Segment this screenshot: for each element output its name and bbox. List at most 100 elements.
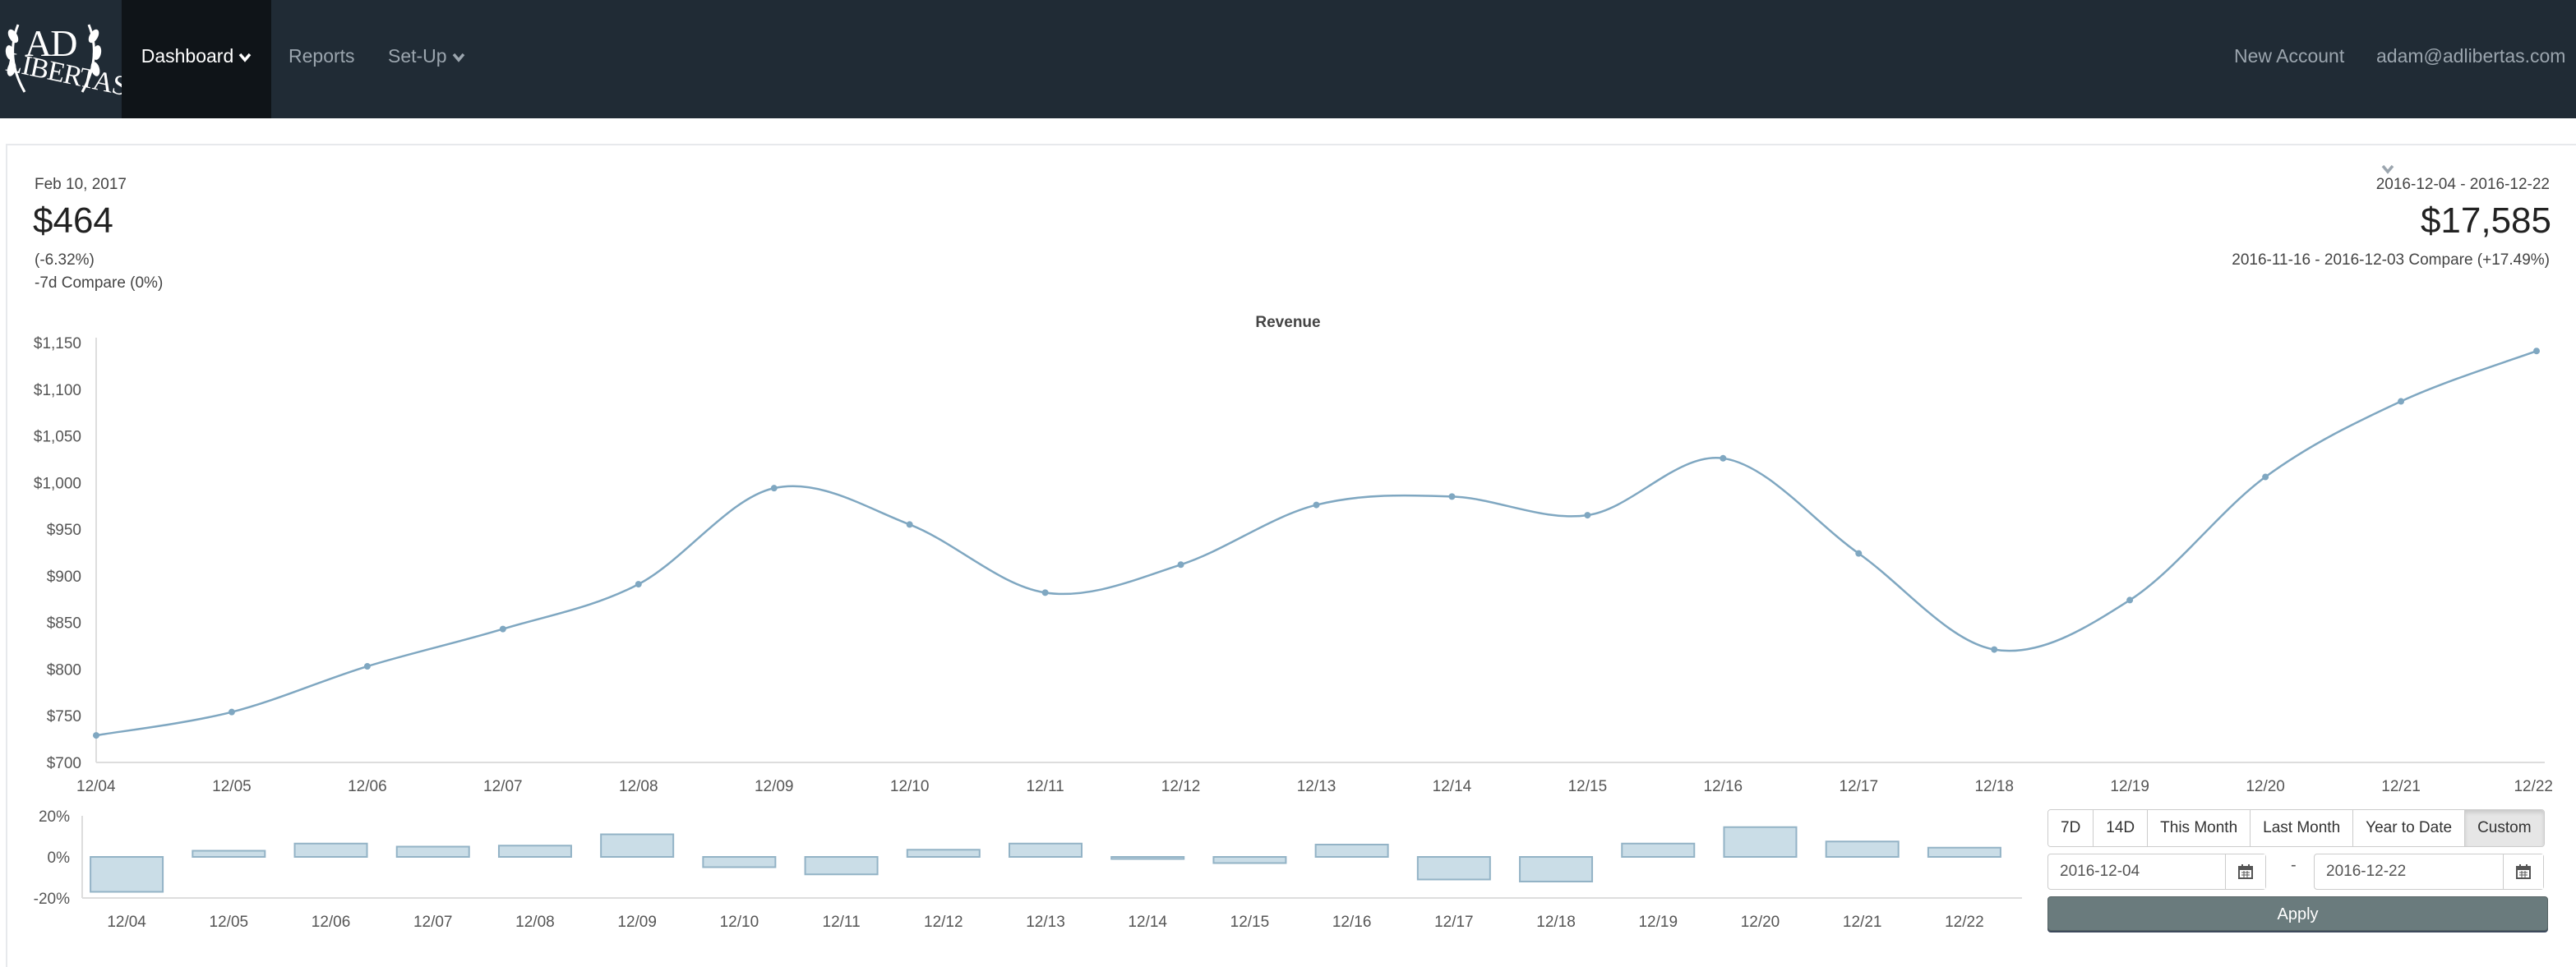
calendar-icon bbox=[2238, 864, 2253, 879]
nav-new-account-label: New Account bbox=[2234, 45, 2345, 67]
y-tick-label: $700 bbox=[47, 755, 81, 772]
nav-new-account[interactable]: New Account bbox=[2234, 0, 2344, 118]
change-bar bbox=[702, 856, 777, 868]
change-bar bbox=[90, 856, 164, 893]
bar-y-tick-label: 0% bbox=[48, 850, 71, 867]
data-point bbox=[1448, 493, 1456, 500]
data-point bbox=[635, 581, 642, 588]
x-tick-label: 12/10 bbox=[890, 778, 930, 795]
change-bar bbox=[1927, 846, 2001, 858]
data-point bbox=[1720, 454, 1727, 462]
y-tick-label: $750 bbox=[47, 708, 81, 725]
data-point bbox=[363, 663, 371, 670]
bar-x-tick-label: 12/08 bbox=[515, 914, 555, 931]
nav-setup[interactable]: Set-Up bbox=[388, 0, 465, 118]
bar-x-tick-label: 12/04 bbox=[107, 914, 146, 931]
change-bar bbox=[192, 850, 266, 858]
bar-y-tick-label: 20% bbox=[39, 808, 70, 826]
x-tick-label: 12/19 bbox=[2110, 778, 2149, 795]
x-tick-label: 12/04 bbox=[76, 778, 116, 795]
x-tick-label: 12/07 bbox=[483, 778, 523, 795]
y-tick-label: $950 bbox=[47, 522, 81, 539]
bar-x-tick-label: 12/16 bbox=[1332, 914, 1372, 931]
nav-user-label: adam@adlibertas.com bbox=[2376, 45, 2566, 67]
chevron-down-icon bbox=[452, 53, 464, 62]
y-tick-label: $1,100 bbox=[34, 382, 81, 399]
chart-title: Revenue bbox=[1255, 314, 1321, 331]
bar-x-tick-label: 12/20 bbox=[1741, 914, 1780, 931]
bar-x-tick-label: 12/07 bbox=[413, 914, 453, 931]
change-bar bbox=[1314, 844, 1389, 858]
bar-x-tick-label: 12/05 bbox=[210, 914, 249, 931]
range-14d-button[interactable]: 14D bbox=[2094, 810, 2149, 846]
brand-logo[interactable]: AD LIBERTAS bbox=[0, 0, 130, 118]
range-last-month-button[interactable]: Last Month bbox=[2251, 810, 2354, 846]
nav-dashboard-label: Dashboard bbox=[141, 45, 234, 67]
y-tick-label: $1,000 bbox=[34, 475, 81, 492]
bar-x-tick-label: 12/06 bbox=[312, 914, 351, 931]
bar-x-tick-label: 12/13 bbox=[1026, 914, 1065, 931]
change-bar bbox=[600, 833, 675, 858]
x-tick-label: 12/11 bbox=[1027, 778, 1064, 795]
nav-user-menu[interactable]: adam@adlibertas.com bbox=[2376, 0, 2576, 174]
change-bar bbox=[804, 856, 879, 876]
data-point bbox=[1313, 501, 1320, 509]
x-tick-label: 12/17 bbox=[1840, 778, 1879, 795]
range-year-to-date-button[interactable]: Year to Date bbox=[2353, 810, 2466, 846]
bar-x-tick-label: 12/12 bbox=[924, 914, 963, 931]
data-point bbox=[1041, 589, 1049, 596]
apply-button[interactable]: Apply bbox=[2047, 896, 2548, 931]
change-bar bbox=[906, 849, 981, 858]
change-bar bbox=[1009, 842, 1083, 858]
logo-text-ad: AD bbox=[25, 22, 77, 64]
range-this-month-button[interactable]: This Month bbox=[2148, 810, 2251, 846]
data-point bbox=[2262, 473, 2269, 481]
change-bar bbox=[395, 845, 470, 858]
x-tick-label: 12/22 bbox=[2514, 778, 2553, 795]
x-tick-label: 12/15 bbox=[1568, 778, 1608, 795]
data-point bbox=[1855, 550, 1863, 557]
chevron-down-icon bbox=[238, 53, 252, 62]
data-point bbox=[1991, 646, 1998, 653]
change-bar bbox=[1621, 842, 1696, 858]
bar-x-tick-label: 12/15 bbox=[1230, 914, 1270, 931]
nav-reports-label: Reports bbox=[289, 45, 355, 67]
data-point bbox=[2533, 348, 2540, 355]
change-bar bbox=[1416, 856, 1491, 881]
laurel-icon bbox=[5, 24, 102, 93]
range-custom-button[interactable]: Custom bbox=[2465, 810, 2544, 846]
y-tick-label: $1,050 bbox=[34, 429, 81, 446]
date-from-input[interactable] bbox=[2048, 854, 2237, 889]
calendar-icon bbox=[2516, 864, 2531, 879]
range-7d-button[interactable]: 7D bbox=[2048, 810, 2094, 846]
bar-x-tick-label: 12/09 bbox=[617, 914, 657, 931]
y-tick-label: $800 bbox=[47, 661, 81, 679]
x-tick-label: 12/05 bbox=[212, 778, 252, 795]
daily-change: (-6.32%) bbox=[35, 251, 95, 269]
change-bar bbox=[1825, 840, 1900, 858]
bar-x-tick-label: 12/10 bbox=[720, 914, 759, 931]
nav-reports[interactable]: Reports bbox=[289, 0, 355, 118]
change-bar bbox=[1519, 856, 1594, 882]
data-point bbox=[2126, 596, 2134, 604]
date-from-calendar-button[interactable] bbox=[2225, 854, 2265, 889]
bar-x-tick-label: 12/17 bbox=[1434, 914, 1474, 931]
daily-compare: -7d Compare (0%) bbox=[35, 274, 164, 292]
top-navbar: AD LIBERTAS Dashboard Reports Set-Up New… bbox=[0, 0, 2576, 174]
bar-x-tick-label: 12/11 bbox=[823, 914, 861, 931]
range-compare: 2016-11-16 - 2016-12-03 Compare (+17.49%… bbox=[2232, 251, 2550, 269]
change-bar bbox=[1723, 826, 1798, 858]
daily-revenue-value: $464 bbox=[33, 200, 113, 241]
bar-x-tick-label: 12/18 bbox=[1536, 914, 1576, 931]
date-separator: - bbox=[2291, 856, 2297, 874]
data-point bbox=[906, 521, 913, 528]
date-to-input[interactable] bbox=[2315, 854, 2504, 889]
date-to-calendar-button[interactable] bbox=[2503, 854, 2543, 889]
x-tick-label: 12/12 bbox=[1161, 778, 1201, 795]
daily-date: Feb 10, 2017 bbox=[35, 176, 127, 193]
y-tick-label: $850 bbox=[47, 615, 81, 633]
data-point bbox=[1177, 561, 1184, 569]
nav-dashboard[interactable]: Dashboard bbox=[122, 0, 271, 118]
